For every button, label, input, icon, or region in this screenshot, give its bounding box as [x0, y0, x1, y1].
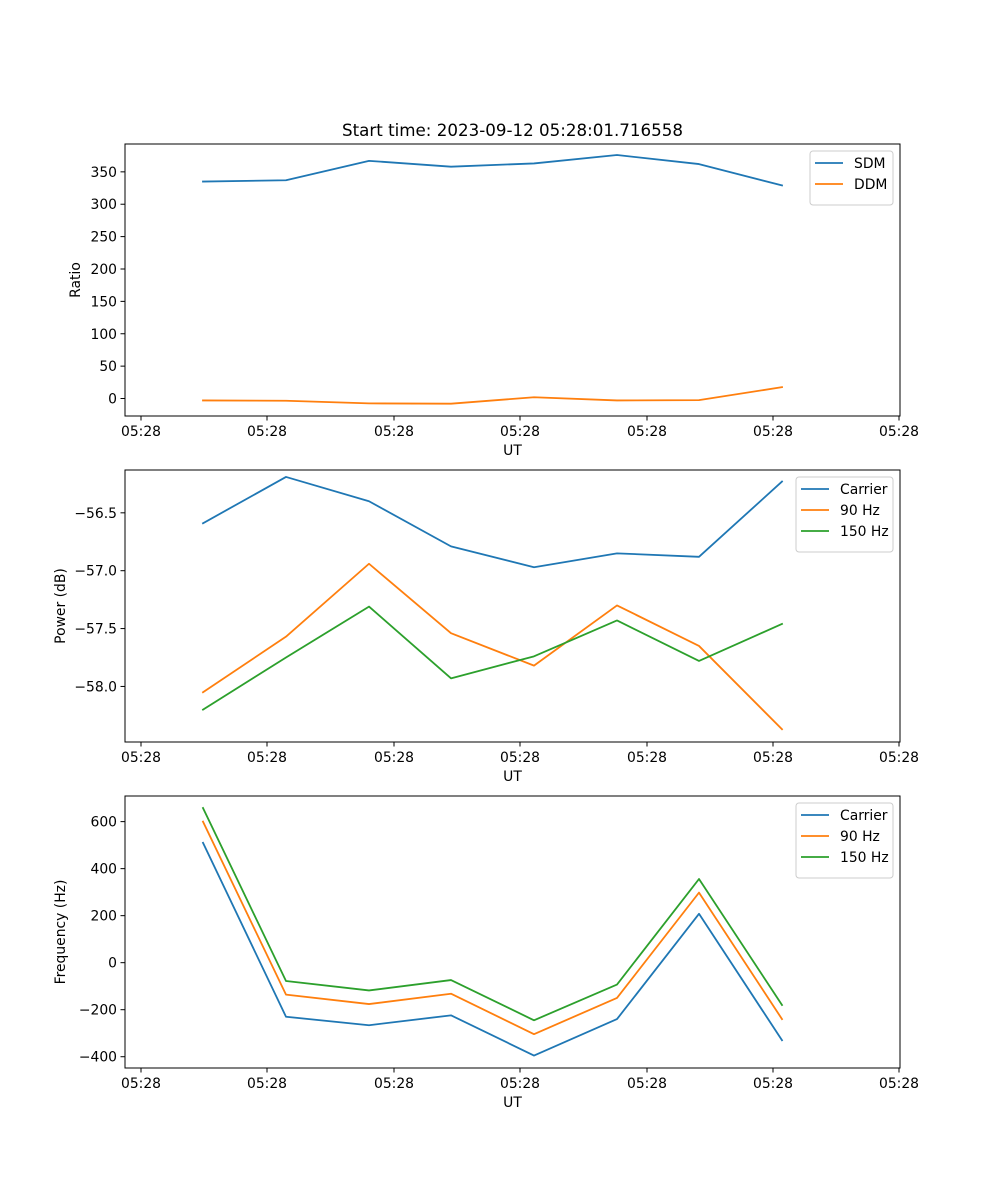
subplot-1: Start time: 2023-09-12 05:28:01.71655805… — [68, 120, 919, 459]
legend-label: 150 Hz — [840, 524, 889, 540]
y-tick-label: 400 — [90, 862, 117, 878]
x-tick-label: 05:28 — [753, 1076, 793, 1092]
series-line-90-hz — [201, 562, 784, 731]
legend-label: 150 Hz — [840, 850, 889, 866]
y-axis-label: Power (dB) — [53, 568, 69, 644]
x-tick-label: 05:28 — [500, 1076, 540, 1092]
y-tick-label: 200 — [90, 909, 117, 925]
y-tick-label: −57.5 — [74, 622, 117, 638]
legend-label: Carrier — [840, 808, 888, 824]
legend: SDM DDM — [809, 150, 894, 206]
x-tick-label: 05:28 — [627, 1076, 667, 1092]
y-tick-label: −400 — [79, 1050, 117, 1066]
x-tick-label: 05:28 — [879, 1076, 919, 1092]
y-tick-label: −58.0 — [74, 679, 117, 695]
y-tick-label: −56.5 — [74, 506, 117, 522]
x-tick-label: 05:28 — [627, 424, 667, 440]
legend-label: DDM — [854, 177, 887, 193]
legend-label: 90 Hz — [840, 503, 880, 519]
y-tick-label: 350 — [90, 165, 117, 181]
x-tick-label: 05:28 — [247, 424, 287, 440]
y-tick-label: 150 — [90, 294, 117, 310]
x-tick-label: 05:28 — [879, 424, 919, 440]
x-tick-label: 05:28 — [374, 1076, 414, 1092]
subplot-3: 05:28 05:28 05:28 05:28 05:28 05:28 05:28−400−… — [53, 795, 919, 1111]
x-tick-label: 05:28 — [247, 750, 287, 766]
subplot-2: 05:28 05:28 05:28 05:28 05:28 05:28 05:28 −58.0… — [53, 469, 919, 785]
y-tick-label: 600 — [90, 815, 117, 831]
x-tick-label: 05:28 — [879, 750, 919, 766]
series-line-150-hz — [201, 806, 784, 1022]
y-tick-label: 0 — [108, 956, 117, 972]
x-tick-label: 05:28 — [121, 1076, 161, 1092]
x-tick-label: 05:28 — [753, 424, 793, 440]
legend-label: Carrier — [840, 482, 888, 498]
axes-frame — [124, 469, 901, 743]
legend: Carrier 90 Hz 150 Hz — [795, 476, 894, 553]
x-tick-label: 05:28 — [121, 750, 161, 766]
series-line-carrier — [201, 476, 784, 569]
series-line-carrier — [201, 841, 784, 1057]
legend-label: 90 Hz — [840, 829, 880, 845]
series-line-sdm — [202, 154, 784, 187]
legend-box — [795, 476, 894, 553]
x-tick-label: 05:28 — [753, 750, 793, 766]
legend-label: SDM — [854, 156, 886, 172]
x-axis-label: UT — [503, 1095, 522, 1111]
x-axis-label: UT — [503, 443, 522, 459]
legend-box — [795, 802, 894, 879]
series-line-90-hz — [201, 820, 784, 1036]
y-tick-label: −200 — [79, 1003, 117, 1019]
subplots: Start time: 2023-09-12 05:28:01.71655805… — [53, 120, 919, 1111]
y-tick-label: 200 — [90, 262, 117, 278]
series-line-150-hz — [201, 605, 784, 711]
x-tick-label: 05:28 — [374, 424, 414, 440]
y-tick-label: −57.0 — [74, 564, 117, 580]
x-axis-label: UT — [503, 769, 522, 785]
chart-title: Start time: 2023-09-12 05:28:01.716558 — [342, 120, 683, 140]
legend-box — [809, 150, 894, 206]
y-axis-label: Ratio — [68, 262, 84, 298]
legend: Carrier 90 Hz 150 Hz — [795, 802, 894, 879]
axes-frame — [124, 795, 901, 1069]
x-tick-label: 05:28 — [627, 750, 667, 766]
y-tick-label: 250 — [90, 230, 117, 246]
y-tick-label: 100 — [90, 327, 117, 343]
x-tick-label: 05:28 — [500, 750, 540, 766]
y-tick-label: 50 — [99, 359, 117, 375]
y-tick-label: 0 — [108, 392, 117, 408]
y-axis-label: Frequency (Hz) — [53, 880, 69, 985]
x-tick-label: 05:28 — [121, 424, 161, 440]
axes-frame — [124, 143, 901, 417]
series-line-ddm — [202, 386, 784, 405]
y-tick-label: 300 — [90, 197, 117, 213]
x-tick-label: 05:28 — [247, 1076, 287, 1092]
x-tick-label: 05:28 — [500, 424, 540, 440]
x-tick-label: 05:28 — [374, 750, 414, 766]
